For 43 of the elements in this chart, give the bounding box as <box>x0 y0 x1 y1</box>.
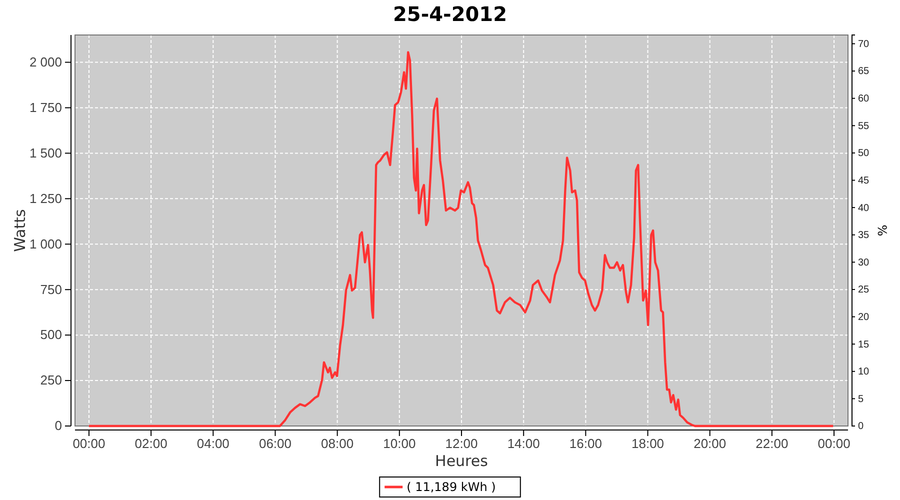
x-tick-label: 04:00 <box>196 436 230 452</box>
y-tick-label: 0 <box>54 418 62 434</box>
y-tick-label: 1 250 <box>29 190 62 206</box>
x-tick-label: 10:00 <box>383 436 416 452</box>
x-tick-label: 00:00 <box>72 436 106 452</box>
y2-tick-label: 70 <box>858 38 870 50</box>
x-tick-label: 06:00 <box>258 436 292 452</box>
x-tick-label: 08:00 <box>321 436 354 452</box>
y-tick-label: 2 000 <box>29 54 62 70</box>
y2-tick-label: 20 <box>858 312 870 323</box>
y2-tick-label: 0 <box>858 421 864 432</box>
y-tick-label: 500 <box>40 327 62 342</box>
x-tick-label: 20:00 <box>694 436 726 452</box>
y-tick-label: 1 500 <box>29 145 62 160</box>
x-tick-label: 22:00 <box>756 436 788 452</box>
x-tick-label: 00:00 <box>818 436 850 452</box>
y2-tick-label: 45 <box>858 175 870 186</box>
y2-tick-label: 15 <box>858 339 870 350</box>
x-tick-label: 14:00 <box>507 436 540 452</box>
y2-tick-label: 50 <box>858 148 870 160</box>
y2-tick-label: 30 <box>858 257 870 268</box>
y2-tick-label: 10 <box>858 366 870 378</box>
y-tick-label: 750 <box>40 282 62 297</box>
x-tick-label: 16:00 <box>569 436 602 452</box>
x-tick-label: 02:00 <box>134 436 168 452</box>
y-tick-label: 1 000 <box>29 236 62 252</box>
y2-tick-label: 65 <box>858 66 870 78</box>
legend-label: ( 11,189 kWh ) <box>406 480 496 494</box>
y-axis-title: Watts <box>11 209 29 252</box>
line-series <box>88 51 834 428</box>
x-axis-title: Heures <box>435 452 488 470</box>
y2-axis-title: % <box>875 224 889 236</box>
x-tick-label: 12:00 <box>445 436 478 452</box>
y-tick-label: 1 750 <box>29 100 62 115</box>
y-tick-label: 250 <box>40 372 62 388</box>
y2-tick-label: 55 <box>858 120 870 132</box>
y2-tick-label: 60 <box>858 94 870 105</box>
y2-tick-label: 25 <box>858 284 870 296</box>
chart-title: 25-4-2012 <box>392 2 508 26</box>
y2-tick-label: 5 <box>858 394 864 405</box>
y2-tick-label: 35 <box>858 230 870 242</box>
x-tick-label: 18:00 <box>631 436 664 452</box>
y2-tick-label: 40 <box>858 202 870 214</box>
